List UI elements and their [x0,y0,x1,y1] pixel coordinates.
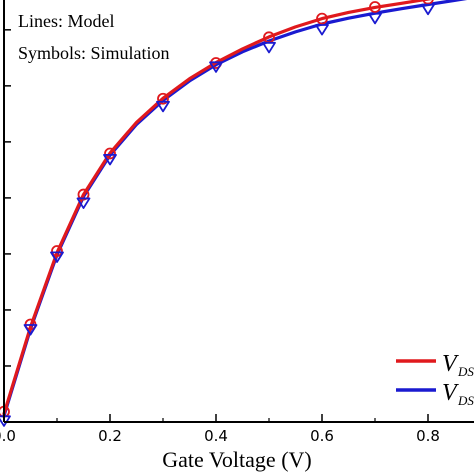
annotation-lines-model: Lines: Model [18,11,115,31]
marker-circle [104,147,116,160]
axes-layer [3,0,474,423]
x-axis-label: Gate Voltage (V) [162,447,311,472]
marker-triangle [368,12,382,25]
marker-triangle [50,251,64,263]
x-tick-label: 0.2 [98,427,122,445]
x-tick-label: 0.0 [0,427,16,445]
ticks-layer: 0.0 0.2 0.4 0.6 0.8 [0,29,440,445]
legend-label-1: V [442,351,459,377]
legend: V DS V DS [396,351,474,408]
legend-subscript-1: DS [457,364,474,379]
marker-triangle [421,3,435,16]
marker-circle [316,12,328,25]
x-tick-label: 0.4 [204,427,228,445]
marker-triangle [23,324,38,336]
marker-triangle [103,153,117,166]
marker-circle [77,188,90,201]
marker-triangle [76,197,91,209]
legend-subscript-2: DS [457,393,474,408]
marker-triangle [262,41,276,54]
marker-circle [369,1,381,13]
marker-circle [51,245,63,257]
legend-label-2: V [442,380,459,406]
annotation-symbols-simulation: Symbols: Simulation [18,43,170,63]
marker-triangle [156,100,170,113]
series-layer [0,0,468,427]
x-tick-label: 0.6 [310,427,334,445]
marker-triangle [209,61,223,73]
marker-circle [422,0,434,5]
marker-circle [157,92,169,105]
marker-triangle [315,24,329,36]
x-tick-label: 0.8 [416,427,440,445]
series-line-red [2,0,433,416]
